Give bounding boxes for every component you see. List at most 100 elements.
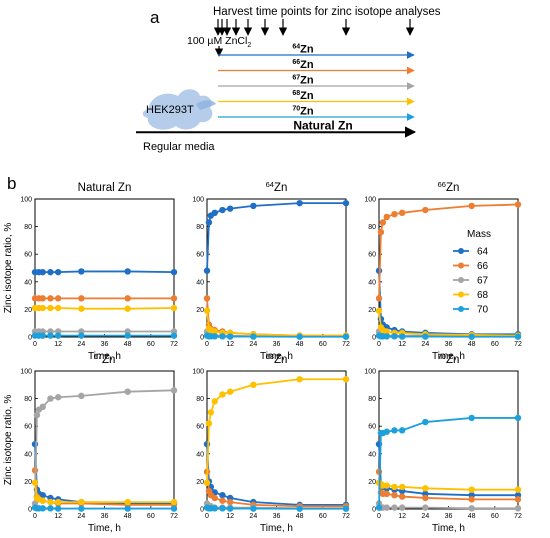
chart-panel: 67Zn 0 20 40 60 80 100 0 12 24 36 48 60 72 Time, h Zinc… (3, 352, 178, 534)
y-tick-label: 40 (196, 279, 204, 286)
data-point (78, 305, 85, 312)
chart-title-element: Zn (102, 354, 115, 366)
data-point (219, 492, 226, 499)
y-tick-label: 100 (192, 197, 204, 204)
chart-title: 68Zn (266, 352, 288, 366)
x-tick-label: 72 (514, 341, 522, 348)
x-axis-label: Time, h (432, 523, 465, 534)
y-axis-label: Zinc isotope ratio, % (3, 223, 14, 314)
chart-panel: 64Zn 0 20 40 60 80 100 0 12 24 36 48 60 72 Time, h (192, 180, 350, 362)
y-tick-label: 40 (368, 279, 376, 286)
x-tick-label: 48 (468, 513, 476, 520)
x-axis-label: Time, h (88, 523, 121, 534)
isotope-arrow-label: 70Zn (292, 106, 314, 118)
data-point (296, 199, 303, 207)
data-point (226, 388, 234, 395)
data-point (250, 381, 257, 388)
x-tick-label: 12 (226, 513, 234, 520)
data-point (296, 333, 303, 340)
data-point (124, 332, 131, 339)
data-point (342, 333, 350, 340)
x-tick-label: 48 (468, 341, 476, 348)
series-70 (31, 332, 178, 339)
data-point (514, 505, 522, 512)
data-point (170, 505, 178, 512)
cell-illustration: HEK293T (142, 89, 216, 130)
chart-title: 64Zn (266, 180, 288, 194)
data-point (170, 332, 178, 339)
x-axis-label: Time, h (88, 351, 121, 362)
isotope-arrow-label: 64Zn (292, 44, 314, 56)
data-point (398, 493, 406, 500)
data-point (226, 205, 234, 212)
data-point (203, 267, 211, 274)
data-point (78, 295, 85, 302)
series-70 (375, 414, 522, 511)
data-point (39, 268, 46, 276)
y-tick-label: 20 (196, 479, 204, 486)
data-point (514, 201, 522, 208)
data-point (31, 479, 39, 486)
series-68 (31, 304, 178, 312)
data-point (391, 333, 398, 340)
x-tick-label: 36 (101, 341, 109, 348)
isotope-mass: 68 (292, 90, 300, 97)
data-point (207, 409, 215, 416)
y-tick-label: 20 (24, 479, 32, 486)
x-tick-label: 36 (445, 513, 453, 520)
y-tick-label: 0 (28, 507, 32, 514)
y-tick-label: 100 (364, 369, 376, 376)
x-tick-label: 0 (33, 513, 37, 520)
legend-swatch-marker (458, 262, 464, 269)
chart-title-element: Zn (446, 182, 459, 194)
y-tick-label: 100 (20, 369, 32, 376)
y-tick-label: 80 (24, 396, 32, 403)
data-point (211, 209, 218, 216)
x-tick-label: 12 (54, 513, 62, 520)
y-axis-label: Zinc isotope ratio, % (3, 395, 14, 486)
y-tick-label: 0 (200, 335, 204, 342)
chart-title-element: Zn (274, 182, 287, 194)
legend-title: Mass (467, 229, 491, 240)
legend-entry: 64 (477, 247, 489, 258)
baseline-label: Regular media (143, 141, 215, 153)
chart-title: 67Zn (94, 352, 116, 366)
data-point (398, 504, 406, 511)
isotope-element: Zn (300, 75, 314, 87)
data-point (468, 202, 475, 210)
isotope-arrow-label: 67Zn (292, 75, 314, 87)
panel-a-label: a (150, 8, 160, 27)
chart-title-mass: 67 (94, 352, 102, 361)
x-tick-label: 60 (147, 513, 155, 520)
x-tick-label: 12 (398, 513, 406, 520)
x-tick-label: 0 (205, 341, 209, 348)
isotope-element: Zn (300, 44, 314, 56)
data-point (211, 333, 218, 340)
data-point (54, 498, 62, 506)
data-point (124, 295, 131, 302)
data-point (383, 328, 390, 335)
chart-title-mass: 70 (438, 352, 446, 361)
data-point (33, 411, 41, 419)
data-point (78, 332, 85, 339)
data-point (39, 304, 46, 312)
y-tick-label: 20 (368, 479, 376, 486)
data-point (78, 268, 85, 275)
y-tick-label: 40 (24, 451, 32, 458)
data-point (211, 398, 218, 405)
series-70 (375, 332, 522, 340)
x-tick-label: 60 (491, 341, 499, 348)
data-point (391, 483, 398, 491)
data-point (383, 504, 390, 511)
isotope-element: Zn (300, 59, 314, 71)
data-point (383, 482, 390, 489)
data-point (422, 485, 429, 492)
data-point (170, 498, 178, 506)
data-point (203, 440, 211, 448)
data-point (124, 305, 131, 312)
data-point (391, 492, 398, 499)
chart-title: Natural Zn (78, 182, 132, 194)
x-tick-label: 0 (377, 513, 381, 520)
y-tick-label: 80 (24, 224, 32, 231)
